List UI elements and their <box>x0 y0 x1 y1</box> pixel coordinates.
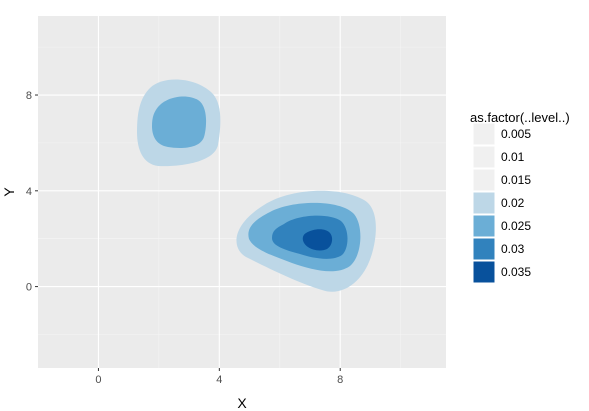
y-tick-label: 4 <box>26 186 32 198</box>
contour-band-cluster-b-0.035 <box>302 229 333 251</box>
legend-key-0.03 <box>472 237 496 261</box>
x-tick-label: 8 <box>337 374 343 386</box>
x-tick-label: 4 <box>216 374 222 386</box>
contour-band-cluster-a-0.025 <box>152 96 207 148</box>
legend: as.factor(..level..) 0.005 0.01 0.015 0.02 0… <box>470 110 570 284</box>
legend-label: 0.025 <box>501 219 531 233</box>
x-axis-ticks: 0 4 8 <box>95 368 343 386</box>
legend-key-0.02 <box>472 191 496 215</box>
y-axis-ticks: 0 4 8 <box>26 90 38 294</box>
legend-label: 0.015 <box>501 173 531 187</box>
y-tick-label: 8 <box>26 90 32 102</box>
legend-title: as.factor(..level..) <box>470 110 570 125</box>
plot-panel <box>38 16 446 368</box>
legend-key-0.015 <box>472 168 496 192</box>
legend-key-0.005 <box>472 122 496 146</box>
y-axis-title: Y <box>1 187 17 197</box>
legend-label: 0.035 <box>501 265 531 279</box>
x-tick-label: 0 <box>95 374 101 386</box>
y-tick-label: 0 <box>26 282 32 294</box>
legend-label: 0.03 <box>501 242 525 256</box>
contour-bands <box>137 79 376 292</box>
legend-key-0.025 <box>472 214 496 238</box>
x-axis-title: X <box>237 395 247 411</box>
major-gridlines <box>38 16 446 368</box>
legend-label: 0.005 <box>501 127 531 141</box>
legend-label: 0.02 <box>501 196 525 210</box>
legend-key-0.035 <box>472 260 496 284</box>
legend-key-0.01 <box>472 145 496 169</box>
legend-label: 0.01 <box>501 150 525 164</box>
